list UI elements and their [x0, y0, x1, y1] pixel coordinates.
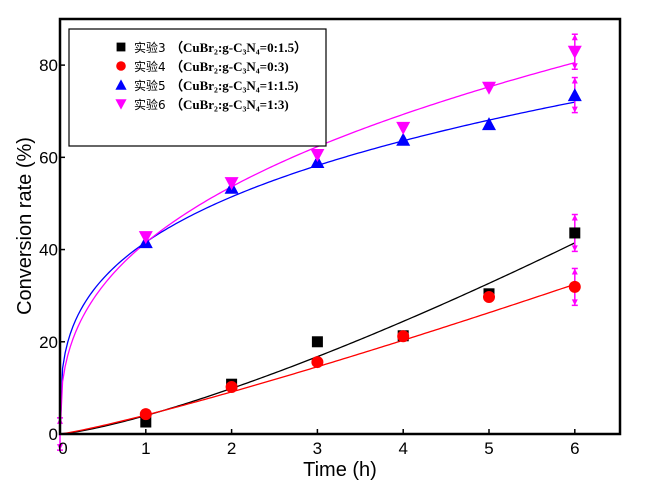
error-bar-arrow [571, 34, 578, 41]
legend-label-formula: （CuBr₂:g-C₃N₄=1:3) [170, 97, 289, 112]
x-tick-label: 1 [141, 439, 150, 458]
data-point-series-4 [567, 45, 582, 59]
data-point-series-2 [139, 408, 152, 421]
data-point-series-4 [482, 81, 496, 95]
data-point-series-1 [311, 336, 323, 348]
y-tick-label: 20 [39, 333, 58, 352]
x-tick-label: 5 [484, 439, 493, 458]
y-tick-label: 40 [39, 241, 58, 260]
data-point-series-2 [397, 330, 410, 343]
legend-label-formula: （CuBr₂:g-C₃N₄=1:1.5) [170, 78, 299, 93]
data-point-series-3 [482, 117, 496, 131]
y-tick-label: 60 [39, 148, 58, 167]
legend-label-cn: 实验5 [134, 78, 166, 93]
y-axis-title: Conversion rate (%) [14, 137, 36, 315]
error-bar-arrow [571, 77, 578, 84]
data-point-series-2 [225, 380, 238, 393]
x-tick-label: 6 [570, 439, 579, 458]
error-bar-arrow [571, 63, 578, 70]
legend: 实验3 （CuBr₂:g-C₃N₄=0:1.5） 实验4 （CuBr₂:g-C₃N₄=… [68, 28, 327, 147]
legend-label-formula: （CuBr₂:g-C₃N₄=0:1.5） [170, 40, 307, 55]
error-bar-arrow [571, 245, 578, 252]
legend-label-cn: 实验3 [134, 40, 166, 55]
y-axis-ticks: 0 20 40 60 80 [39, 56, 65, 444]
x-tick-label: 2 [227, 439, 236, 458]
error-bar-arrow [571, 299, 578, 306]
data-point-series-2 [311, 356, 324, 369]
data-point-series-3 [396, 132, 411, 146]
plot-frame [58, 17, 622, 436]
legend-label-formula: （CuBr₂:g-C₃N₄=0:3) [170, 59, 289, 74]
data-point-series-4 [310, 149, 325, 163]
error-bar-arrow [571, 268, 578, 275]
y-tick-label: 80 [39, 56, 58, 75]
legend-label-cn: 实验4 [134, 59, 166, 74]
legend-marker-2 [116, 61, 126, 71]
y-tick-label: 0 [49, 425, 58, 444]
data-point-series-2 [568, 280, 581, 293]
legend-marker-4 [115, 99, 127, 110]
data-point-series-4 [224, 177, 239, 191]
data-point-series-4 [138, 231, 153, 245]
error-bar-arrow [571, 106, 578, 113]
x-axis-ticks: 0 1 2 3 4 5 6 [58, 429, 580, 458]
data-points [138, 45, 582, 428]
x-tick-label: 3 [313, 439, 322, 458]
x-tick-label: 0 [58, 439, 67, 458]
legend-marker-1 [116, 42, 126, 52]
data-point-series-1 [140, 416, 152, 428]
error-bar-arrow [57, 444, 63, 451]
x-tick-label: 4 [398, 439, 407, 458]
legend-box [68, 28, 327, 147]
legend-label-cn: 实验6 [134, 97, 166, 112]
x-axis-title: Time (h) [303, 459, 377, 481]
data-point-series-4 [396, 121, 411, 135]
error-bar-arrow [571, 214, 578, 221]
data-point-series-2 [483, 291, 495, 304]
legend-marker-3 [115, 79, 127, 90]
data-point-series-3 [567, 88, 582, 102]
data-point-series-1 [569, 227, 581, 239]
